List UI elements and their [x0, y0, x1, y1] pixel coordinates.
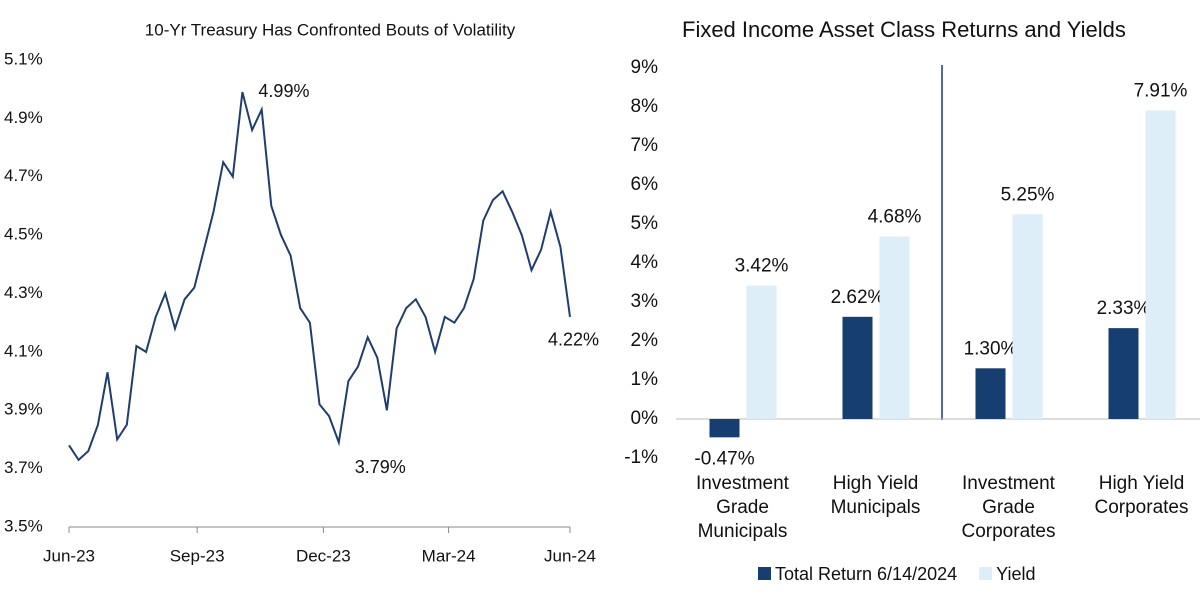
- y-tick-label: -1%: [624, 447, 658, 468]
- y-tick-label: 6%: [631, 174, 659, 195]
- y-tick-label: 3.5%: [4, 516, 43, 535]
- legend-swatch: [979, 567, 993, 580]
- legend-label: Total Return 6/14/2024: [775, 564, 957, 584]
- bar: [746, 285, 777, 419]
- x-tick-label: High Yield Municipals: [830, 473, 921, 518]
- y-tick-label: 1%: [631, 369, 659, 390]
- data-label: 3.42%: [735, 256, 789, 277]
- bar: [1012, 214, 1043, 419]
- y-tick-label: 4.1%: [4, 341, 43, 360]
- data-label: -0.47%: [694, 448, 754, 469]
- y-tick-label: 4.9%: [4, 108, 43, 127]
- y-tick-label: 3.7%: [4, 458, 43, 477]
- bar: [1108, 328, 1139, 419]
- data-label: 2.62%: [831, 287, 885, 308]
- bar: [975, 368, 1006, 419]
- x-tick-label: Investment Grade Municipals: [696, 473, 789, 542]
- annotation: 4.99%: [258, 81, 309, 101]
- annotation: 3.79%: [355, 457, 406, 477]
- y-tick-label: 4.3%: [4, 283, 43, 302]
- y-tick-label: 3%: [631, 291, 659, 312]
- y-tick-label: 4.5%: [4, 225, 43, 244]
- x-tick-label: High Yield Corporates: [1094, 473, 1189, 518]
- y-tick-label: 9%: [631, 57, 659, 78]
- x-tick-label: Sep-23: [170, 546, 225, 565]
- right-title: Fixed Income Asset Class Returns and Yie…: [682, 17, 1126, 42]
- data-label: 2.33%: [1097, 298, 1151, 319]
- data-label: 7.91%: [1134, 81, 1188, 102]
- bar: [879, 236, 910, 419]
- x-tick-label: Dec-23: [296, 546, 351, 565]
- line: [68, 91, 571, 462]
- y-tick-label: 3.9%: [4, 400, 43, 419]
- y-tick-label: 8%: [631, 96, 659, 117]
- legend-swatch: [758, 567, 771, 580]
- y-tick-label: 4%: [631, 252, 659, 273]
- left-title: 10-Yr Treasury Has Confronted Bouts of V…: [145, 20, 516, 39]
- bar: [709, 419, 740, 438]
- x-tick-label: Jun-24: [544, 546, 596, 565]
- bar: [842, 316, 873, 419]
- y-tick-label: 5%: [631, 213, 659, 234]
- x-tick-label: Investment Grade Corporates: [961, 473, 1056, 542]
- x-tick-label: Jun-23: [43, 546, 95, 565]
- legend-label: Yield: [996, 564, 1035, 584]
- x-tick-label: Mar-24: [422, 546, 476, 565]
- bar: [1145, 110, 1176, 419]
- annotation: 4.22%: [548, 330, 599, 350]
- y-tick-label: 7%: [631, 135, 659, 156]
- y-tick-label: 4.7%: [4, 166, 43, 185]
- data-label: 1.30%: [964, 338, 1018, 359]
- data-label: 4.68%: [868, 206, 922, 227]
- y-tick-label: 5.1%: [4, 49, 43, 68]
- y-tick-label: 2%: [631, 330, 659, 351]
- y-tick-label: 0%: [631, 408, 659, 429]
- data-label: 5.25%: [1001, 184, 1055, 205]
